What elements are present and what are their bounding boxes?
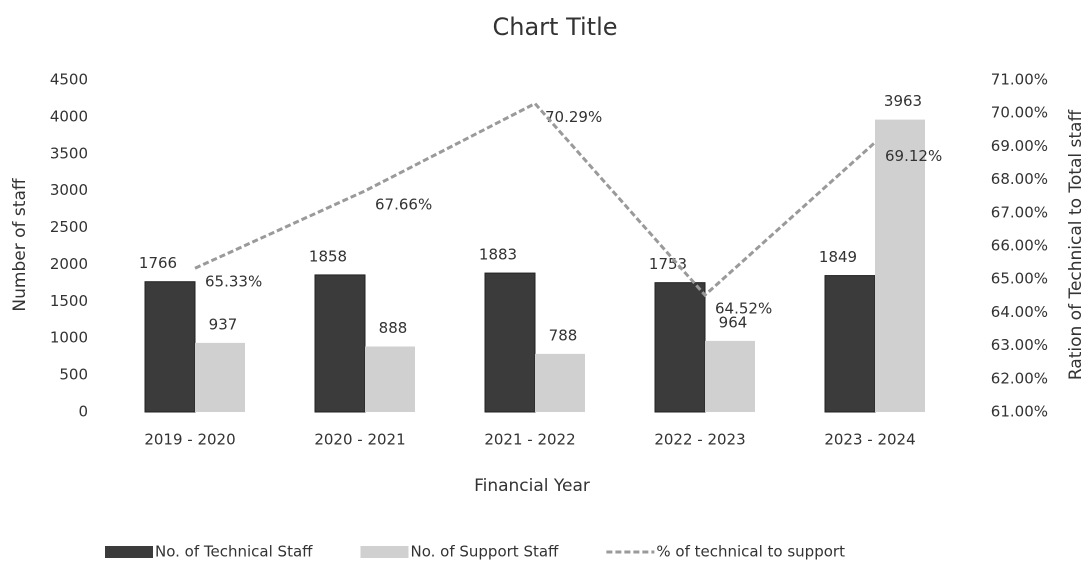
x-tick-label: 2023 - 2024: [824, 431, 915, 449]
y-tick-label: 500: [59, 366, 88, 384]
bar: [824, 275, 876, 413]
y2-tick-label: 66.00%: [991, 237, 1048, 255]
x-tick-label: 2019 - 2020: [144, 431, 235, 449]
y-tick-label: 1000: [50, 329, 88, 347]
bar: [654, 282, 706, 413]
data-label: 937: [209, 315, 238, 333]
bar: [484, 272, 536, 413]
y2-tick-label: 64.00%: [991, 303, 1048, 321]
y-tick-label: 4000: [50, 107, 88, 125]
y2-tick-label: 62.00%: [991, 369, 1048, 387]
y2-tick-label: 67.00%: [991, 203, 1048, 221]
data-label: 1883: [479, 246, 517, 264]
bar: [195, 342, 245, 412]
bar: [535, 353, 585, 412]
data-label: 1849: [819, 248, 857, 266]
data-label: 69.12%: [885, 147, 942, 165]
y-tick-label: 0: [78, 403, 88, 421]
y-tick-label: 1500: [50, 292, 88, 310]
data-label: 1766: [139, 254, 177, 272]
data-label: 788: [549, 326, 578, 344]
data-label: 964: [719, 313, 748, 331]
y-tick-label: 2000: [50, 255, 88, 273]
data-label: 888: [379, 319, 408, 337]
line-series: [194, 101, 877, 298]
y2-axis-title: Ration of Technical to Total staff: [1066, 109, 1086, 381]
legend-label: % of technical to support: [656, 543, 845, 561]
y2-tick-label: 68.00%: [991, 170, 1048, 188]
x-tick-label: 2021 - 2022: [484, 431, 575, 449]
y2-tick-label: 70.00%: [991, 104, 1048, 122]
data-label: 67.66%: [375, 195, 432, 213]
data-label: 3963: [884, 92, 922, 110]
legend-label: No. of Support Staff: [410, 543, 559, 561]
bar: [875, 119, 925, 413]
y-tick-label: 3000: [50, 181, 88, 199]
y-tick-label: 2500: [50, 218, 88, 236]
x-tick-label: 2022 - 2023: [654, 431, 745, 449]
bar: [365, 346, 415, 412]
y-tick-label: 4500: [50, 71, 88, 89]
data-label: 70.29%: [545, 108, 602, 126]
bar: [705, 340, 755, 412]
y2-tick-label: 65.00%: [991, 270, 1048, 288]
data-label: 65.33%: [205, 273, 262, 291]
data-label: 1858: [309, 247, 347, 265]
data-label: 1753: [649, 255, 687, 273]
x-tick-label: 2020 - 2021: [314, 431, 405, 449]
y2-tick-label: 63.00%: [991, 336, 1048, 354]
legend-swatch: [105, 546, 153, 558]
bar: [144, 281, 196, 413]
bar: [314, 274, 366, 413]
y2-tick-label: 71.00%: [991, 71, 1048, 89]
chart-title: Chart Title: [492, 13, 617, 41]
legend-label: No. of Technical Staff: [155, 543, 313, 561]
y2-tick-label: 69.00%: [991, 137, 1048, 155]
x-axis-title: Financial Year: [474, 476, 590, 496]
y-axis-title: Number of staff: [10, 177, 30, 311]
y-tick-label: 3500: [50, 144, 88, 162]
legend-swatch: [360, 546, 409, 558]
data-label: 64.52%: [715, 300, 772, 318]
y2-tick-label: 61.00%: [991, 403, 1048, 421]
